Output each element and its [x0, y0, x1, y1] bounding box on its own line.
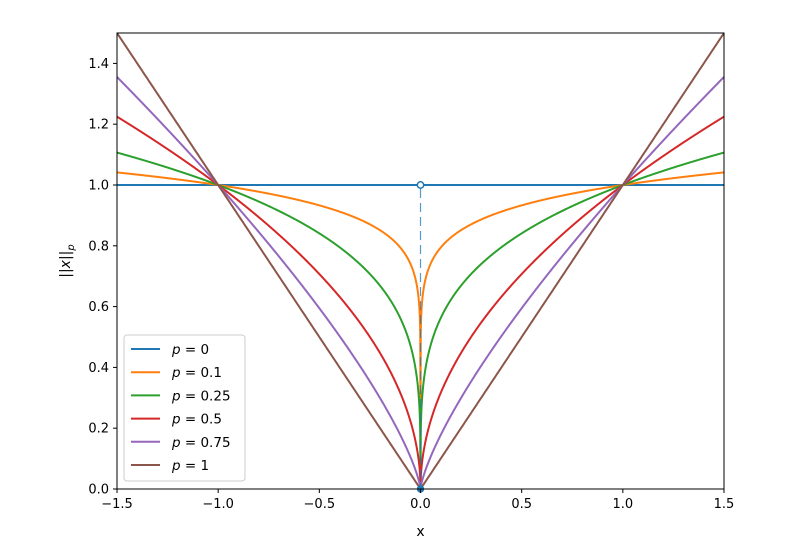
y-axis-label: ||x||p: [58, 244, 77, 278]
legend-label-var: p: [171, 342, 181, 358]
x-tick-label: −0.5: [304, 497, 336, 512]
x-tick-label: 0.5: [511, 497, 532, 512]
legend-label-value: = 0.75: [181, 435, 231, 451]
series-line-5: [117, 33, 724, 489]
legend-label-var: p: [171, 435, 181, 451]
x-axis-label: x: [416, 524, 424, 540]
legend-label-var: p: [171, 458, 181, 474]
y-tick-label: 0.0: [88, 483, 109, 498]
x-tick-label: 1.0: [612, 497, 633, 512]
legend-label: p = 0: [171, 342, 209, 358]
legend-label-var: p: [171, 388, 181, 404]
y-label-bars-right: ||: [58, 251, 74, 260]
legend-label-value: = 0: [181, 342, 209, 358]
legend-label-value: = 0.5: [181, 412, 222, 428]
y-tick-label: 0.4: [88, 361, 109, 376]
y-label-x: x: [58, 259, 74, 269]
x-tick-label: −1.0: [202, 497, 234, 512]
legend-label: p = 1: [171, 458, 209, 474]
legend-label: p = 0.75: [171, 435, 231, 451]
y-label-subscript: p: [66, 244, 77, 251]
open-circle-marker: [416, 181, 425, 189]
y-tick-label: 0.8: [88, 239, 109, 254]
legend-label-value: = 1: [181, 458, 209, 474]
y-tick-label: 0.2: [88, 422, 109, 437]
series-layer: [117, 33, 724, 489]
x-axis: −1.5 −1.0 −0.5 0.0 0.5 1.0 1.5: [101, 489, 734, 512]
legend-label-value: = 0.1: [181, 365, 222, 381]
y-tick-label: 1.0: [88, 179, 109, 194]
legend-label-var: p: [171, 412, 181, 428]
legend-label-var: p: [171, 365, 181, 381]
y-tick-label: 1.4: [88, 57, 109, 72]
legend-label: p = 0.5: [171, 412, 222, 428]
legend-label: p = 0.1: [171, 365, 222, 381]
y-axis: 0.0 0.2 0.4 0.6 0.8 1.0 1.2 1.4: [88, 57, 117, 498]
x-tick-label: −1.5: [101, 497, 133, 512]
legend-label: p = 0.25: [171, 388, 231, 404]
legend: p = 0p = 0.1p = 0.25p = 0.5p = 0.75p = 1: [123, 334, 246, 482]
y-tick-label: 1.2: [88, 118, 109, 133]
y-tick-label: 0.6: [88, 300, 109, 315]
x-tick-label: 0.0: [410, 497, 431, 512]
legend-label-value: = 0.25: [181, 388, 231, 404]
x-tick-label: 1.5: [714, 497, 735, 512]
y-label-bars-left: ||: [58, 268, 74, 277]
